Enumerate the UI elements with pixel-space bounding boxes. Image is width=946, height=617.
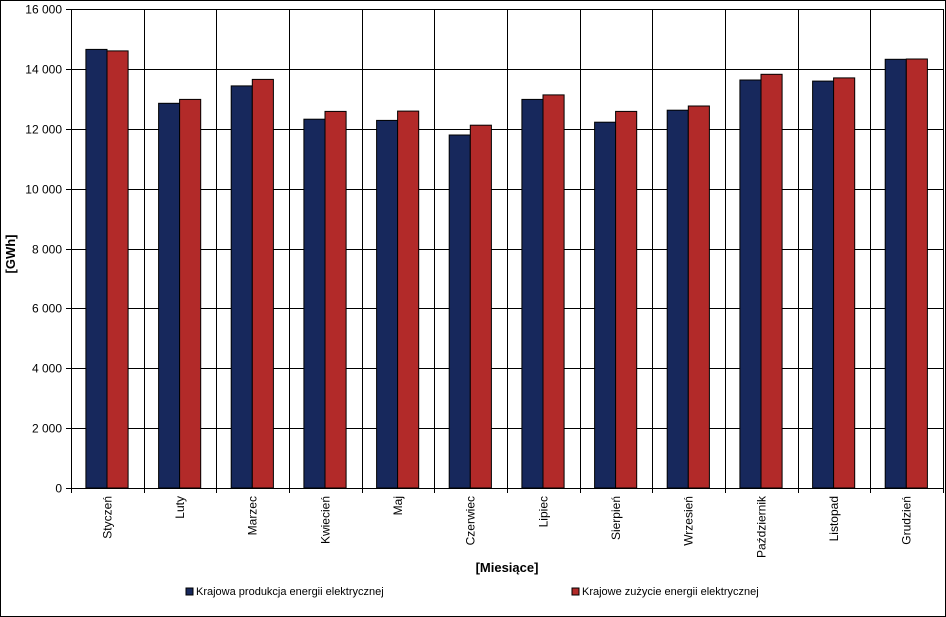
x-tick-label: Styczeń (100, 496, 114, 539)
x-tick-label: Październik (754, 495, 768, 558)
y-tick-label: 0 (55, 482, 62, 496)
x-tick-label: Maj (391, 496, 405, 515)
y-tick-label: 4 000 (32, 362, 62, 376)
x-tick-label: Kwiecień (318, 496, 332, 544)
bar-series-2 (833, 77, 856, 489)
bar-series-2 (324, 110, 347, 489)
x-tick-label: Lipiec (536, 496, 550, 527)
bar-series-1 (666, 109, 689, 489)
legend-swatch (185, 587, 194, 596)
bar-series-1 (448, 134, 471, 489)
bar-series-2 (106, 50, 129, 489)
x-tick-label: Wrzesień (682, 496, 696, 546)
bar-series-1 (884, 58, 907, 489)
bar-series-2 (905, 58, 928, 489)
x-tick-label: Grudzień (900, 496, 914, 545)
y-tick-label: 8 000 (32, 243, 62, 257)
y-tick-label: 16 000 (25, 3, 62, 17)
bar-series-1 (230, 85, 253, 489)
bar-series-2 (251, 78, 274, 489)
y-tick-label: 6 000 (32, 302, 62, 316)
bar-series-1 (594, 121, 617, 489)
bars (85, 48, 928, 489)
bar-series-1 (376, 119, 399, 489)
bar-series-2 (615, 110, 638, 489)
x-tick-labels: Styczeń Luty Marzec Kwiecień Maj Czerwiec Lipi… (100, 495, 913, 558)
bar-series-1 (739, 79, 762, 489)
x-axis-title: [Miesiące] (476, 560, 539, 575)
y-tick-label: 12 000 (25, 123, 62, 137)
bar-series-1 (158, 102, 181, 489)
y-tick-labels: 0 2 000 4 000 6 000 8 000 10 000 12 000 14 000 1… (25, 3, 62, 496)
bar-series-2 (542, 94, 565, 489)
bar-series-2 (179, 98, 202, 489)
axes (66, 9, 944, 493)
legend-label: Krajowe zużycie energii elektrycznej (582, 586, 759, 598)
y-tick-label: 10 000 (25, 183, 62, 197)
y-tick-label: 2 000 (32, 422, 62, 436)
bar-series-1 (812, 80, 835, 489)
bar-series-1 (303, 118, 326, 489)
bar-series-2 (469, 124, 492, 489)
x-tick-label: Marzec (246, 496, 260, 535)
y-axis-title: [GWh] (3, 235, 18, 274)
legend-swatch (571, 587, 580, 596)
bar-series-2 (760, 73, 783, 489)
x-tick-label: Listopad (827, 496, 841, 541)
x-tick-label: Luty (173, 496, 187, 519)
x-tick-label: Sierpień (609, 496, 623, 540)
y-tick-label: 14 000 (25, 63, 62, 77)
bar-series-1 (521, 98, 544, 489)
bar-series-1 (85, 48, 108, 489)
bar-series-2 (687, 105, 710, 489)
legend: Krajowa produkcja energii elektrycznej Kr… (185, 586, 759, 598)
x-tick-label: Czerwiec (464, 496, 478, 545)
legend-label: Krajowa produkcja energii elektrycznej (196, 586, 384, 598)
bar-series-2 (397, 110, 420, 489)
